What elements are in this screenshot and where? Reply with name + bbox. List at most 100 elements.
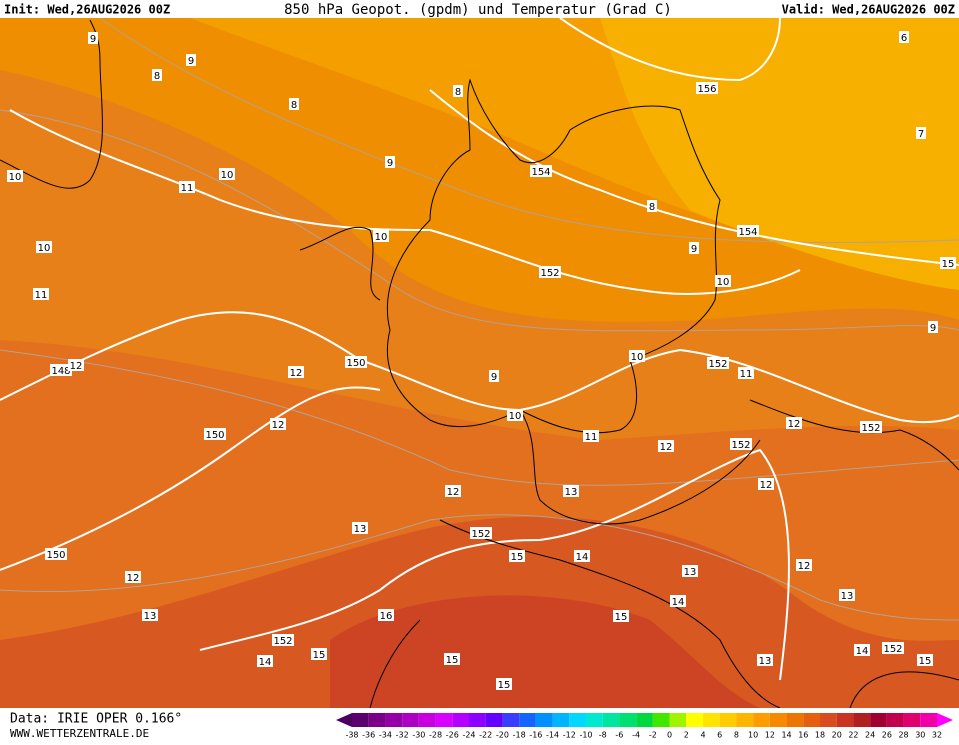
label-box	[204, 428, 226, 440]
colorbar-label: -6	[615, 731, 623, 740]
colorbar-label: -24	[462, 731, 475, 740]
label-box	[940, 257, 956, 269]
color-box	[786, 713, 804, 727]
contour-label: 15	[615, 612, 628, 623]
label-box	[373, 230, 389, 242]
label-box	[142, 609, 158, 621]
color-box	[686, 713, 703, 727]
label-box	[629, 350, 645, 362]
label-box	[928, 321, 938, 333]
label-box	[270, 418, 286, 430]
contour-label: 14	[259, 657, 272, 668]
colorbar-label: -10	[579, 731, 592, 740]
color-box	[586, 713, 603, 727]
colorbar-label: 18	[815, 731, 825, 740]
label-box	[917, 654, 933, 666]
map-title: 850 hPa Geopot. (gpdm) und Temperatur (G…	[284, 2, 672, 18]
label-box	[496, 678, 512, 690]
contour-label: 12	[290, 368, 303, 379]
color-box	[385, 713, 403, 727]
label-box	[152, 69, 162, 81]
contour-label: 150	[205, 430, 224, 441]
color-box	[552, 713, 570, 727]
label-box	[854, 644, 870, 656]
color-box	[886, 713, 904, 727]
colorbar-label: -32	[396, 731, 409, 740]
label-box	[613, 610, 629, 622]
label-box	[647, 200, 657, 212]
label-box	[707, 357, 729, 369]
label-box	[445, 485, 461, 497]
label-box	[574, 550, 590, 562]
site-name: WWW.WETTERZENTRALE.DE	[10, 727, 149, 740]
colorbar-label: -12	[563, 731, 576, 740]
contour-label: 152	[540, 268, 559, 279]
color-box	[485, 713, 503, 727]
contour-label: 12	[660, 442, 673, 453]
label-box	[563, 485, 579, 497]
label-box	[730, 438, 752, 450]
contour-label: 7	[918, 129, 924, 140]
colorbar-label: 14	[781, 731, 791, 740]
contour-label: 8	[154, 71, 160, 82]
contour-label: 13	[841, 591, 854, 602]
borders	[0, 19, 959, 709]
label-box	[839, 589, 855, 601]
color-box	[452, 713, 469, 727]
colorbar-label: 12	[765, 731, 775, 740]
label-box	[453, 85, 463, 97]
label-box	[33, 288, 49, 300]
label-box	[385, 156, 395, 168]
color-box	[753, 713, 770, 727]
colorbar-label: -22	[479, 731, 492, 740]
colorbar-label: 2	[684, 731, 689, 740]
contour-label: 15	[942, 259, 955, 270]
label-box	[860, 421, 882, 433]
colorbar-label: 6	[717, 731, 722, 740]
contour-label: 12	[272, 420, 285, 431]
contour-label: 13	[144, 611, 157, 622]
colorbar: -38 -36 -34 -32 -30 -28 -26 -24 -22 -20 -18 -16 -14-…	[336, 713, 953, 740]
label-box	[658, 440, 674, 452]
label-box	[311, 648, 327, 660]
contour-label: 14	[672, 597, 685, 608]
color-box	[870, 713, 887, 727]
colorbar-label: 26	[882, 731, 892, 740]
label-box	[882, 642, 904, 654]
label-box	[288, 366, 304, 378]
color-box	[569, 713, 586, 727]
color-box	[820, 713, 837, 727]
contour-label: 150	[346, 358, 365, 369]
contour-label: 10	[375, 232, 388, 243]
contour-label: 152	[731, 440, 750, 451]
label-box	[670, 595, 686, 607]
label-box	[786, 417, 802, 429]
label-box	[88, 32, 98, 44]
contour-label: 12	[760, 480, 773, 491]
label-box	[219, 168, 235, 180]
contour-label: 9	[387, 158, 393, 169]
contour-label: 13	[684, 567, 697, 578]
colorbar-label: 22	[848, 731, 858, 740]
colorbar-label: -38	[345, 731, 358, 740]
contour-label: 10	[221, 170, 234, 181]
contour-label: 13	[354, 524, 367, 535]
contour-label: 9	[188, 56, 194, 67]
contour-label: 11	[740, 369, 753, 380]
label-box	[757, 654, 773, 666]
contour-label: 9	[491, 372, 497, 383]
label-box	[186, 54, 196, 66]
contour-label: 12	[447, 487, 460, 498]
label-box	[352, 522, 368, 534]
colorbar-label: -4	[632, 731, 640, 740]
color-box	[903, 713, 921, 727]
label-box	[179, 181, 195, 193]
contour-label: 11	[35, 290, 48, 301]
label-box	[737, 225, 759, 237]
colorbar-label: -36	[362, 731, 375, 740]
colorbar-label: -18	[513, 731, 526, 740]
label-box	[444, 653, 460, 665]
label-box	[899, 31, 909, 43]
label-box	[45, 548, 67, 560]
geopotential-lines	[0, 17, 959, 681]
